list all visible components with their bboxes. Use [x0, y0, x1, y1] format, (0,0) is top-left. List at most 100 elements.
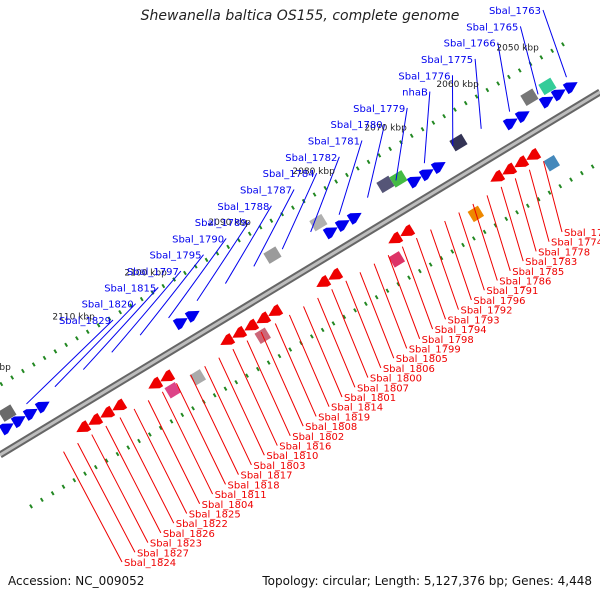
inner-tick [61, 484, 66, 489]
reverse-gene-arrow [316, 275, 332, 287]
gene-label-forward: Sbal_1763 [489, 6, 541, 17]
gene-label-forward: Sbal_1780 [331, 120, 383, 131]
leader-line-top [542, 9, 567, 78]
reverse-gene-arrow [400, 224, 416, 237]
leader-line-bottom [317, 297, 356, 388]
inner-tick [212, 393, 217, 398]
gene-label-forward: Sbal_1765 [466, 22, 518, 33]
gene-block [309, 213, 328, 232]
forward-gene-arrow [430, 162, 446, 174]
leader-line-bottom [345, 280, 382, 369]
leader-line-top [139, 254, 204, 336]
forward-gene-arrow [184, 310, 200, 323]
gene-label-reverse: Sbal_1826 [163, 529, 215, 540]
accession-text: Accession: NC_009052 [8, 574, 145, 588]
inner-tick [277, 353, 282, 359]
gene-label-reverse: Sbal_1804 [202, 500, 254, 511]
inner-tick [104, 458, 109, 463]
inner-tick [191, 406, 195, 411]
outer-tick [474, 94, 479, 99]
gene-label-reverse: Sbal_1774 [551, 238, 600, 249]
leader-line-bottom [543, 161, 563, 233]
leader-line-top [168, 238, 227, 319]
outer-tick [453, 107, 457, 112]
genome-summary-text: Topology: circular; Length: 5,127,376 bp… [262, 574, 592, 588]
outer-tick [431, 120, 436, 125]
leader-line-bottom [500, 186, 524, 262]
forward-gene-arrow [562, 82, 578, 95]
gene-block [263, 246, 282, 264]
outer-tick [75, 336, 79, 341]
kbp-tick-label: 2070 kbp [364, 124, 407, 134]
leader-line-bottom [176, 383, 226, 485]
leader-line-top [111, 270, 182, 353]
leader-line-bottom [133, 408, 188, 514]
inner-tick [569, 177, 573, 182]
reverse-gene-arrow [88, 412, 104, 425]
leader-line-bottom [444, 220, 472, 301]
kbp-tick-label: 2100 kbp [124, 269, 167, 279]
leader-line-bottom [373, 263, 408, 349]
gene-block [389, 170, 408, 188]
outer-tick [420, 127, 425, 132]
leader-line-bottom [514, 178, 537, 252]
forward-gene-arrow [514, 111, 530, 124]
outer-tick [561, 42, 565, 47]
gene-label-reverse: Sbal_1785 [512, 267, 564, 278]
leader-line-top [196, 221, 250, 302]
gene-label-reverse: Sbal_1805 [396, 354, 448, 365]
inner-tick [579, 170, 584, 176]
leader-line-top [82, 287, 159, 370]
gene-label-reverse: Sbal_1811 [215, 490, 267, 501]
leader-line-bottom [218, 357, 265, 456]
inner-tick [461, 242, 465, 248]
gene-label-reverse: Sbal_1792 [460, 306, 512, 317]
inner-tick [428, 262, 433, 267]
inner-tick [363, 301, 368, 307]
forward-gene-arrow [346, 212, 362, 225]
reverse-gene-arrow [244, 318, 260, 331]
inner-tick [558, 183, 563, 189]
gene-label-forward: Sbal_1775 [421, 55, 473, 66]
inner-tick [266, 360, 271, 365]
inner-tick [126, 445, 131, 450]
leader-line-top [26, 319, 114, 405]
outer-tick [10, 375, 15, 380]
leader-line-top [281, 172, 318, 250]
reverse-gene-arrow [148, 376, 164, 389]
forward-gene-arrow [502, 118, 518, 131]
leader-line-bottom [430, 229, 459, 310]
gene-label-reverse: Sbal_1814 [331, 403, 383, 414]
leader-line-bottom [190, 374, 239, 475]
gene-label-forward: Sbal_1788 [217, 202, 269, 213]
leader-line-bottom [232, 348, 278, 446]
outer-tick [107, 316, 112, 321]
gene-label-reverse: Sbal_1810 [266, 451, 318, 462]
gene-block [449, 133, 468, 152]
leader-line-bottom [274, 323, 317, 417]
forward-gene-arrow [0, 423, 14, 436]
gene-label-forward: Sbal_1781 [308, 137, 360, 148]
gene-label-reverse: Sbal_1801 [344, 393, 396, 404]
leader-line-bottom [147, 400, 201, 504]
outer-tick [226, 244, 231, 250]
inner-tick [504, 216, 509, 222]
outer-tick [0, 381, 4, 387]
gene-label-reverse: Sbal_1802 [292, 432, 344, 443]
inner-tick [39, 497, 44, 503]
gene-label-reverse: Sbal_1773 [564, 228, 600, 239]
inner-tick [353, 308, 357, 313]
leader-line-bottom [387, 255, 421, 339]
leader-line-bottom [472, 203, 498, 281]
gene-label-forward: Sbal_1829 [59, 316, 111, 327]
gene-label-reverse: Sbal_1783 [525, 257, 577, 268]
reverse-gene-arrow [388, 231, 404, 244]
outer-tick [269, 218, 274, 223]
gene-label-reverse: Sbal_1818 [228, 480, 280, 491]
outer-tick [366, 159, 371, 165]
inner-tick [180, 412, 185, 418]
gene-label-reverse: Sbal_1798 [422, 335, 474, 346]
leader-line-top [423, 91, 431, 164]
